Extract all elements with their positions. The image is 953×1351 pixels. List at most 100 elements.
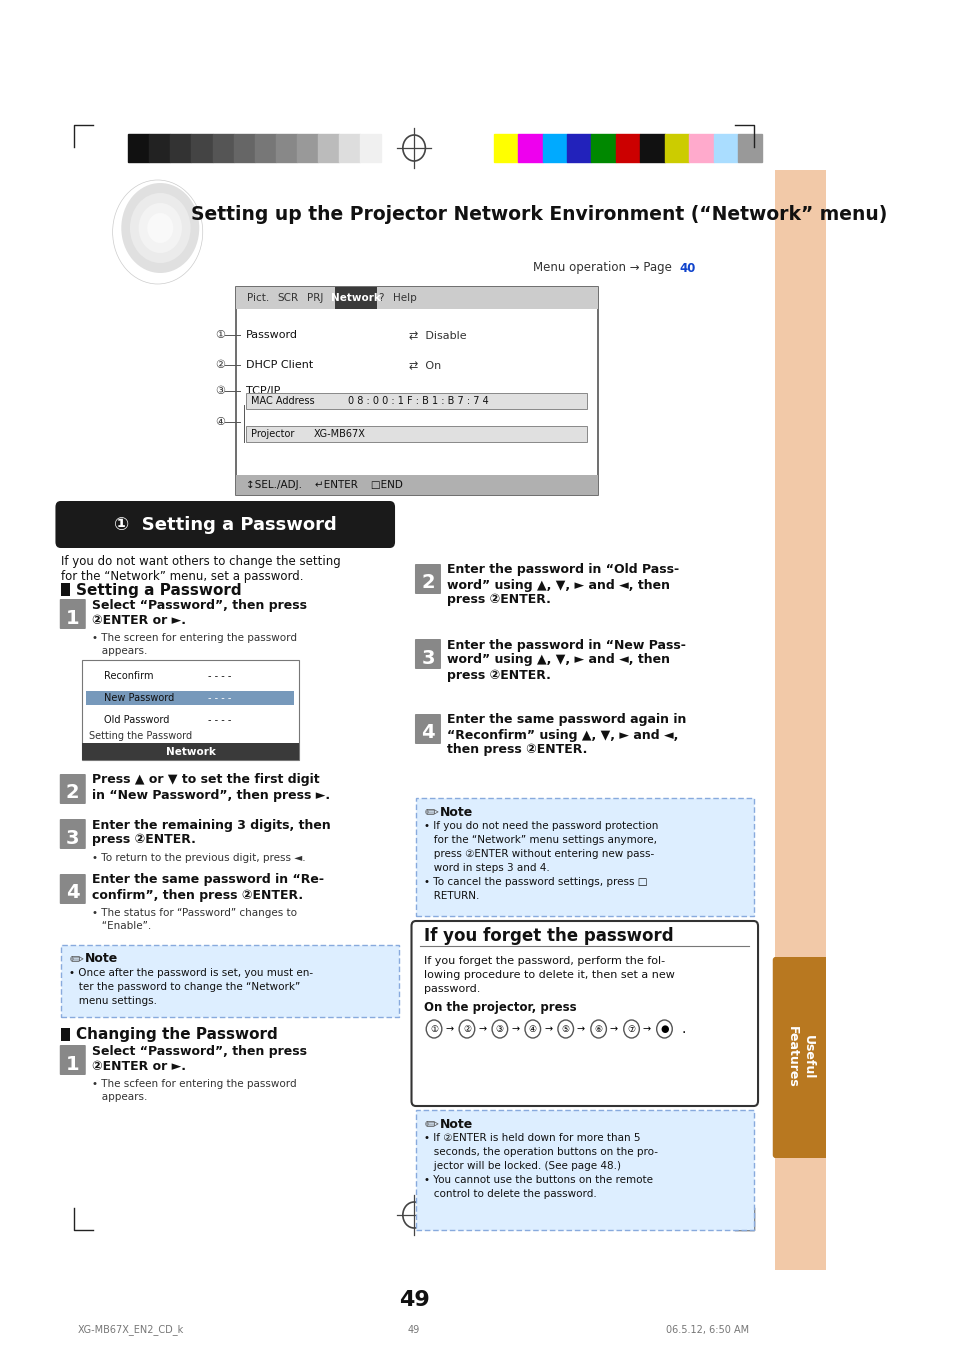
Text: If you forget the password: If you forget the password xyxy=(424,927,674,944)
Text: “Reconfirm” using ▲, ▼, ► and ◄,: “Reconfirm” using ▲, ▼, ► and ◄, xyxy=(447,728,678,742)
Text: • Once after the password is set, you must en-: • Once after the password is set, you mu… xyxy=(70,969,314,978)
Text: 4: 4 xyxy=(66,884,79,902)
Text: confirm”, then press ②ENTER.: confirm”, then press ②ENTER. xyxy=(91,889,303,901)
Bar xyxy=(416,1111,753,1229)
Text: .: . xyxy=(681,1021,685,1036)
Polygon shape xyxy=(61,820,85,848)
Bar xyxy=(61,1028,71,1042)
Text: Select “Password”, then press: Select “Password”, then press xyxy=(91,598,307,612)
FancyBboxPatch shape xyxy=(60,819,86,848)
Text: →: → xyxy=(445,1024,453,1034)
Bar xyxy=(296,134,317,162)
Text: “Enable”.: “Enable”. xyxy=(91,921,151,931)
Bar xyxy=(359,134,381,162)
Text: XG-MB67X_EN2_CD_k: XG-MB67X_EN2_CD_k xyxy=(78,1324,184,1335)
Text: Changing the Password: Changing the Password xyxy=(76,1028,277,1043)
Bar xyxy=(416,798,753,916)
Text: →: → xyxy=(543,1024,552,1034)
Polygon shape xyxy=(61,775,85,802)
Circle shape xyxy=(558,1020,573,1038)
Text: • If you do not need the password protection: • If you do not need the password protec… xyxy=(424,821,659,831)
Text: • The status for “Password” changes to: • The status for “Password” changes to xyxy=(91,908,296,917)
Text: ✏: ✏ xyxy=(424,1115,438,1133)
Bar xyxy=(192,134,213,162)
Text: for the “Network” menu, set a password.: for the “Network” menu, set a password. xyxy=(61,570,303,584)
Bar xyxy=(246,393,586,409)
Text: 1: 1 xyxy=(66,608,79,627)
Text: Reconfirm: Reconfirm xyxy=(104,671,153,681)
FancyBboxPatch shape xyxy=(415,713,440,744)
Circle shape xyxy=(112,180,202,284)
Text: →: → xyxy=(642,1024,650,1034)
Text: 2: 2 xyxy=(66,784,79,802)
Text: then press ②ENTER.: then press ②ENTER. xyxy=(447,743,587,757)
Text: • You cannot use the buttons on the remote: • You cannot use the buttons on the remo… xyxy=(424,1175,653,1185)
FancyBboxPatch shape xyxy=(415,639,440,669)
Text: Setting up the Projector Network Environment (“Network” menu): Setting up the Projector Network Environ… xyxy=(191,205,886,224)
Text: If you forget the password, perform the fol-: If you forget the password, perform the … xyxy=(424,957,665,966)
Text: ?: ? xyxy=(378,293,384,303)
Polygon shape xyxy=(416,715,439,743)
Text: • The screen for entering the password: • The screen for entering the password xyxy=(91,634,296,643)
Text: Note: Note xyxy=(85,952,118,966)
Bar xyxy=(566,134,591,162)
Text: TCP/IP: TCP/IP xyxy=(246,386,280,396)
Bar xyxy=(494,134,517,162)
Bar xyxy=(775,170,825,1270)
Text: Setting the Password: Setting the Password xyxy=(90,731,193,740)
Bar xyxy=(542,134,566,162)
Circle shape xyxy=(623,1020,639,1038)
Text: SCR: SCR xyxy=(277,293,298,303)
Text: →: → xyxy=(577,1024,584,1034)
Text: Enter the same password in “Re-: Enter the same password in “Re- xyxy=(91,874,323,886)
Bar xyxy=(82,661,298,761)
Text: • To cancel the password settings, press □: • To cancel the password settings, press… xyxy=(424,877,647,888)
Text: 49: 49 xyxy=(408,1325,419,1335)
Text: - - - -: - - - - xyxy=(208,671,231,681)
Circle shape xyxy=(130,193,191,263)
Text: ①: ① xyxy=(214,330,225,340)
Text: ✏: ✏ xyxy=(424,802,438,821)
Text: • If ②ENTER is held down for more than 5: • If ②ENTER is held down for more than 5 xyxy=(424,1133,640,1143)
Text: Network: Network xyxy=(166,747,215,757)
FancyBboxPatch shape xyxy=(60,598,86,630)
Text: Press ▲ or ▼ to set the first digit: Press ▲ or ▼ to set the first digit xyxy=(91,774,319,786)
Circle shape xyxy=(138,203,182,253)
Text: Password: Password xyxy=(246,330,297,340)
Circle shape xyxy=(426,1020,441,1038)
Text: 4: 4 xyxy=(420,724,435,743)
FancyBboxPatch shape xyxy=(60,874,86,904)
Text: 06.5.12, 6:50 AM: 06.5.12, 6:50 AM xyxy=(665,1325,749,1335)
Text: ②ENTER or ►.: ②ENTER or ►. xyxy=(91,613,186,627)
Bar xyxy=(335,286,376,309)
Text: New Password: New Password xyxy=(104,693,174,703)
Text: Setting a Password: Setting a Password xyxy=(76,582,242,597)
Text: On the projector, press: On the projector, press xyxy=(424,1001,577,1015)
Bar xyxy=(639,134,664,162)
Text: Help: Help xyxy=(393,293,416,303)
Text: press ②ENTER.: press ②ENTER. xyxy=(91,834,195,847)
Bar xyxy=(688,134,713,162)
Text: ②ENTER or ►.: ②ENTER or ►. xyxy=(91,1059,186,1073)
Text: appears.: appears. xyxy=(91,1092,147,1102)
Text: Pict.: Pict. xyxy=(247,293,269,303)
Circle shape xyxy=(656,1020,672,1038)
Text: Old Password: Old Password xyxy=(104,715,169,725)
Text: ④: ④ xyxy=(214,417,225,427)
Circle shape xyxy=(590,1020,606,1038)
Text: ⑤: ⑤ xyxy=(561,1024,569,1034)
Text: ⑥: ⑥ xyxy=(594,1024,602,1034)
Text: seconds, the operation buttons on the pro-: seconds, the operation buttons on the pr… xyxy=(424,1147,658,1156)
Bar xyxy=(664,134,688,162)
Bar xyxy=(338,134,359,162)
Bar xyxy=(61,584,71,596)
Text: XG-MB67X: XG-MB67X xyxy=(314,430,365,439)
Text: →: → xyxy=(511,1024,518,1034)
Text: Projector: Projector xyxy=(251,430,294,439)
Text: ⇄  On: ⇄ On xyxy=(409,359,440,370)
Text: lowing procedure to delete it, then set a new: lowing procedure to delete it, then set … xyxy=(424,970,675,979)
Bar xyxy=(591,134,616,162)
Bar xyxy=(713,134,738,162)
Text: ②: ② xyxy=(462,1024,471,1034)
Text: RETURN.: RETURN. xyxy=(424,892,479,901)
